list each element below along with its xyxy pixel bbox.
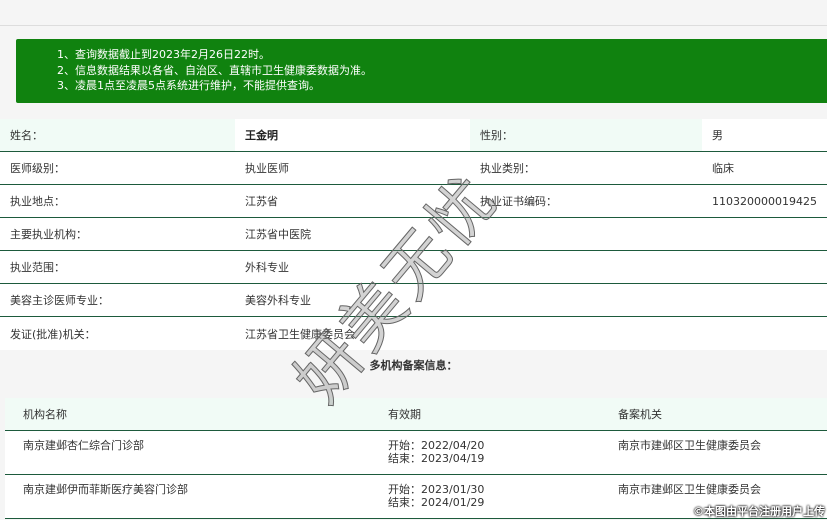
value: 江苏省中医院 bbox=[245, 228, 311, 241]
upload-credit: ©本图由平台注册用户上传 bbox=[693, 505, 825, 518]
label: 执业地点： bbox=[10, 195, 65, 208]
label: 医师级别： bbox=[10, 162, 65, 175]
value: 临床 bbox=[712, 162, 734, 175]
divider bbox=[0, 25, 827, 26]
table-row: 南京建邺杏仁综合门诊部 开始：2022/04/20 结束：2023/04/19 南… bbox=[5, 431, 827, 475]
value: 美容外科专业 bbox=[245, 294, 311, 307]
notice-line: 3、凌晨1点至凌晨5点系统进行维护，不能提供查询。 bbox=[57, 79, 320, 92]
start-date: 开始：2023/01/30 bbox=[388, 483, 485, 496]
value: 江苏省 bbox=[245, 195, 278, 208]
notice-banner: 1、查询数据截止到2023年2月26日22时。 2、信息数据结果以各省、自治区、… bbox=[16, 39, 827, 103]
info-row: 主要执业机构： 江苏省中医院 bbox=[0, 218, 827, 251]
value: 110320000019425 bbox=[712, 194, 817, 208]
label: 执业证书编码： bbox=[480, 195, 557, 208]
value: 执业医师 bbox=[245, 162, 289, 175]
label: 执业范围： bbox=[10, 261, 65, 274]
label: 执业类别： bbox=[480, 162, 535, 175]
column-header: 有效期 bbox=[388, 408, 421, 421]
label: 主要执业机构： bbox=[10, 228, 87, 241]
info-row: 发证(批准)机关： 江苏省卫生健康委员会 bbox=[0, 317, 827, 350]
notice-line: 2、信息数据结果以各省、自治区、直辖市卫生健康委数据为准。 bbox=[57, 63, 372, 77]
table-header: 机构名称 有效期 备案机关 bbox=[5, 398, 827, 431]
info-row: 美容主诊医师专业： 美容外科专业 bbox=[0, 284, 827, 317]
table-row: 南京建邺伊而菲斯医疗美容门诊部 开始：2023/01/30 结束：2024/01/… bbox=[5, 475, 827, 519]
info-row: 医师级别： 执业医师 执业类别： 临床 bbox=[0, 152, 827, 185]
info-row: 执业地点： 江苏省 执业证书编码： 110320000019425 bbox=[0, 185, 827, 218]
label: 性别： bbox=[470, 119, 702, 151]
info-row: 执业范围： 外科专业 bbox=[0, 251, 827, 284]
column-header: 备案机关 bbox=[618, 408, 662, 421]
value: 江苏省卫生健康委员会 bbox=[245, 327, 355, 341]
doctor-info-table: 姓名： 王金明 性别： 男 医师级别： 执业医师 执业类别： 临床 执业地点： 江苏省 执业证书… bbox=[0, 119, 827, 350]
registration-authority: 南京市建邺区卫生健康委员会 bbox=[618, 483, 761, 496]
info-row: 姓名： 王金明 性别： 男 bbox=[0, 119, 827, 152]
end-date: 结束：2024/01/29 bbox=[388, 496, 485, 509]
label: 美容主诊医师专业： bbox=[10, 294, 109, 307]
value: 王金明 bbox=[245, 129, 278, 142]
institution-name: 南京建邺伊而菲斯医疗美容门诊部 bbox=[23, 483, 188, 496]
label: 发证(批准)机关： bbox=[10, 327, 96, 341]
column-header: 机构名称 bbox=[23, 408, 67, 421]
multi-institution-title: 多机构备案信息： bbox=[0, 350, 827, 382]
institution-name: 南京建邺杏仁综合门诊部 bbox=[23, 439, 144, 452]
registration-authority: 南京市建邺区卫生健康委员会 bbox=[618, 439, 761, 452]
end-date: 结束：2023/04/19 bbox=[388, 452, 485, 465]
notice-line: 1、查询数据截止到2023年2月26日22时。 bbox=[57, 48, 270, 61]
value: 外科专业 bbox=[245, 261, 289, 274]
label: 姓名： bbox=[0, 119, 235, 151]
institution-table: 机构名称 有效期 备案机关 南京建邺杏仁综合门诊部 开始：2022/04/20 结… bbox=[5, 398, 827, 519]
start-date: 开始：2022/04/20 bbox=[388, 439, 485, 452]
value: 男 bbox=[712, 129, 723, 142]
